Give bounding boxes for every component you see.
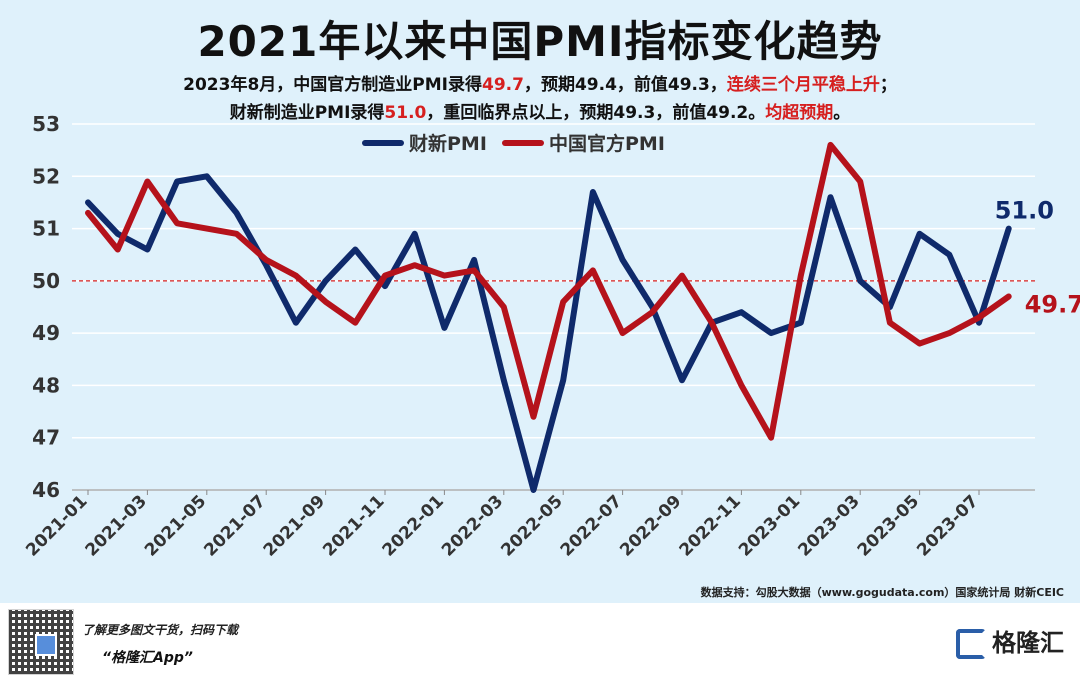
- subtitle-caixin-text-e: 。: [833, 103, 851, 123]
- x-tick-label: 2023-07: [913, 491, 982, 560]
- subtitle-official-text-e: ；: [879, 75, 897, 95]
- data-source-note: 数据支持：勾股大数据（www.gogudata.com）国家统计局 财新CEIC: [700, 586, 1064, 599]
- x-tick-label: 2022-09: [616, 491, 685, 560]
- subtitle-official-text-a: 2023年8月，中国官方制造业PMI录得: [183, 75, 482, 95]
- subtitle-caixin-text-c: ，重回临界点以上，预期49.3，前值49.2。: [426, 103, 766, 123]
- y-tick-label: 52: [32, 164, 60, 188]
- x-tick-label: 2023-03: [794, 491, 863, 560]
- promo-text: 了解更多图文干货，扫码下载: [82, 623, 239, 637]
- y-tick-label: 50: [32, 269, 60, 293]
- footer: 了解更多图文干货，扫码下载 “格隆汇App” 格隆汇: [0, 603, 1080, 683]
- series-line-official: [85, 141, 1012, 441]
- x-tick-label: 2021-05: [141, 491, 210, 560]
- x-tick-label: 2023-01: [735, 491, 804, 560]
- x-tick-label: 2021-09: [260, 491, 329, 560]
- page-title: 2021年以来中国PMI指标变化趋势: [197, 17, 883, 66]
- subtitle-caixin: 财新制造业PMI录得51.0，重回临界点以上，预期49.3，前值49.2。均超预…: [0, 98, 1080, 123]
- subtitle-caixin-highlight: 均超预期: [765, 103, 834, 123]
- end-value-label: 49.7: [1025, 291, 1080, 319]
- y-tick-label: 49: [32, 321, 60, 345]
- end-value-label: 51.0: [995, 197, 1054, 225]
- pmi-line-chart: 46474849505152532021-012021-032021-05202…: [22, 112, 1080, 561]
- y-tick-label: 47: [32, 426, 60, 450]
- legend-label: 中国官方PMI: [549, 132, 665, 155]
- legend-label: 财新PMI: [409, 132, 487, 155]
- subtitle-official: 2023年8月，中国官方制造业PMI录得49.7，预期49.4，前值49.3，连…: [0, 70, 1080, 95]
- x-tick-label: 2022-07: [557, 491, 626, 560]
- qr-logo-icon: [35, 634, 57, 656]
- subtitle-caixin-value: 51.0: [384, 103, 427, 123]
- y-tick-label: 48: [32, 373, 60, 397]
- x-tick-label: 2022-11: [676, 491, 745, 560]
- y-tick-label: 53: [32, 112, 60, 136]
- qr-code-icon: [8, 609, 74, 675]
- x-tick-label: 2021-03: [82, 491, 151, 560]
- y-tick-label: 46: [32, 478, 60, 502]
- brand-name: 格隆汇: [992, 629, 1064, 657]
- subtitle-caixin-text-a: 财新制造业PMI录得: [229, 103, 385, 123]
- subtitle-official-value: 49.7: [482, 75, 524, 95]
- series-line-caixin: [85, 173, 1012, 493]
- promo-app-name: “格隆汇App”: [102, 650, 193, 666]
- x-tick-label: 2022-05: [497, 491, 566, 560]
- y-tick-label: 51: [32, 217, 60, 241]
- brand-icon: [956, 629, 986, 659]
- x-tick-label: 2023-05: [854, 491, 923, 560]
- brand-logo: 格隆汇: [956, 623, 1064, 659]
- x-tick-label: 2021-11: [319, 491, 388, 560]
- x-tick-label: 2022-03: [438, 491, 507, 560]
- subtitle-official-text-c: ，预期49.4，前值49.3，: [523, 75, 727, 95]
- subtitle-official-highlight: 连续三个月平稳上升: [726, 75, 880, 95]
- x-tick-label: 2022-01: [379, 491, 448, 560]
- x-tick-label: 2021-07: [200, 491, 269, 560]
